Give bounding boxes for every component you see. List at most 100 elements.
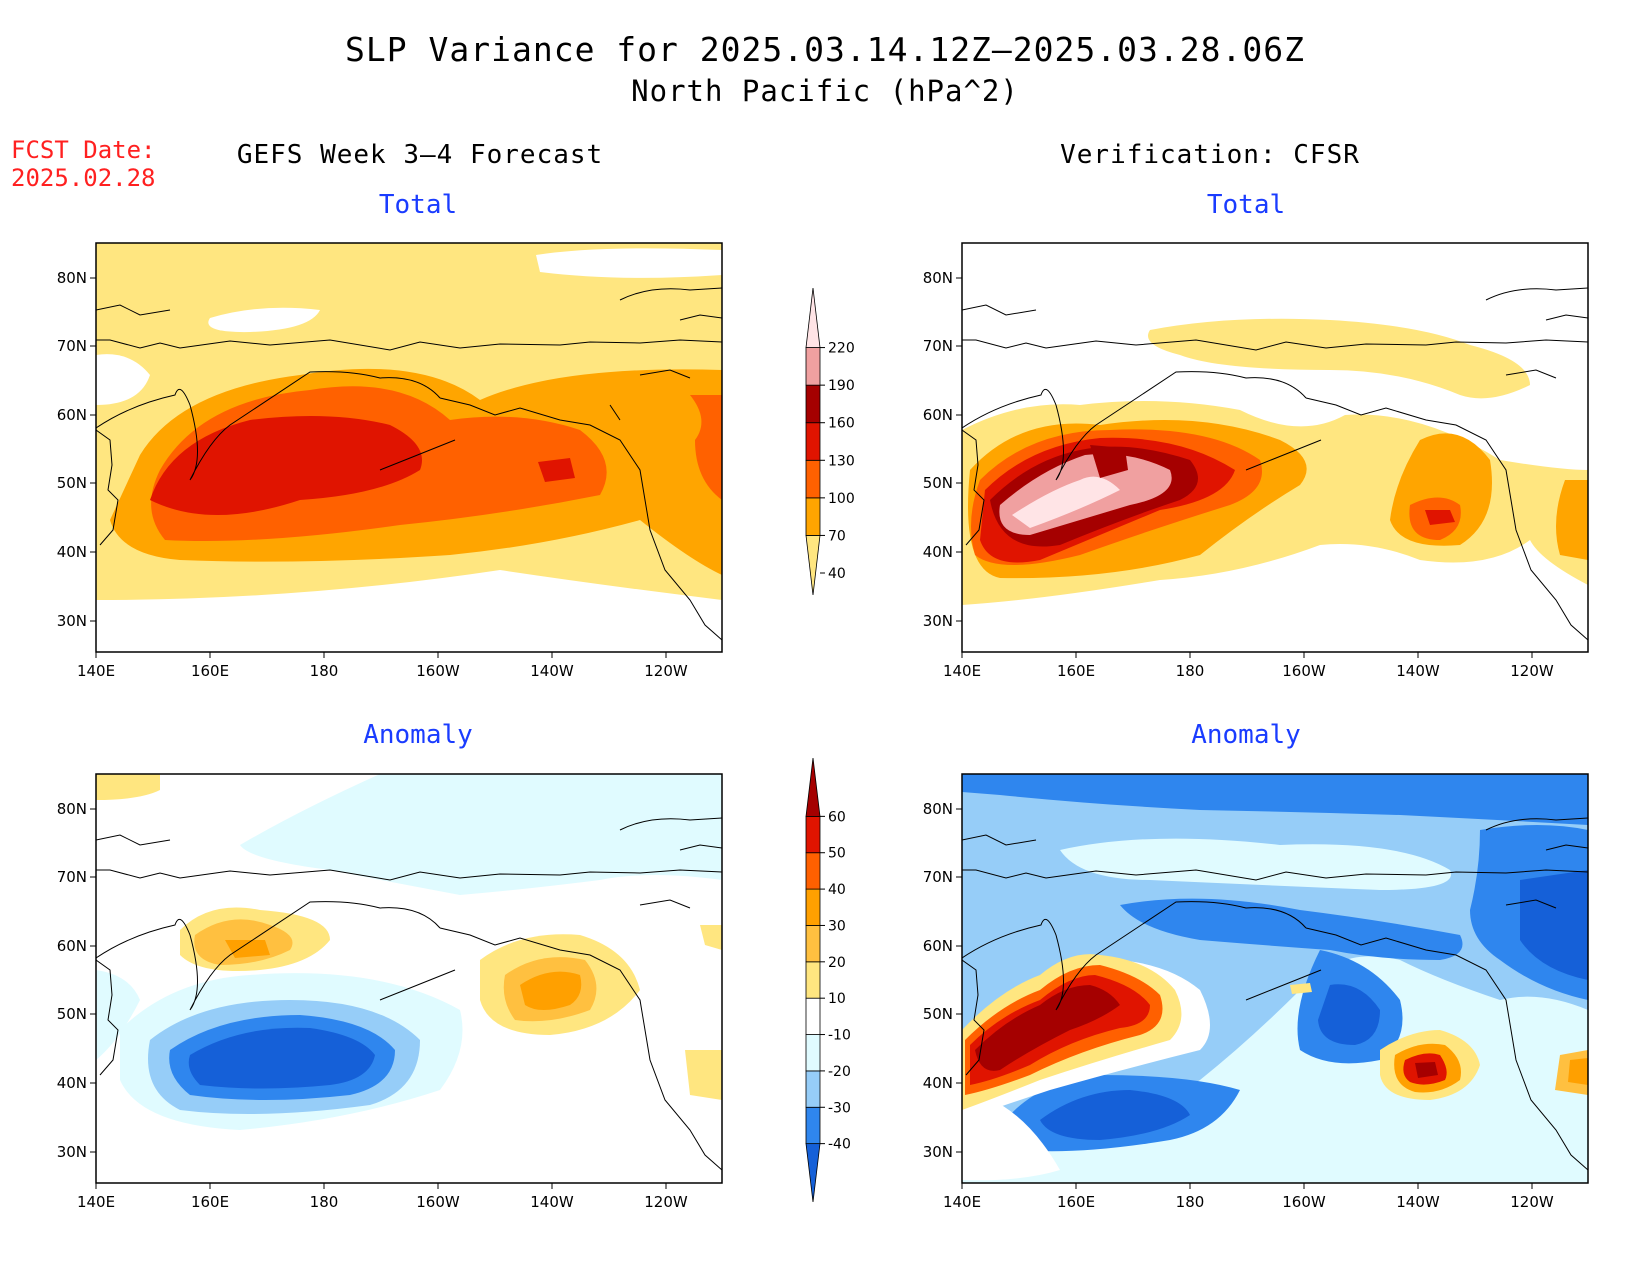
lat-tick-label: 40N: [923, 1074, 953, 1092]
colorbar-swatch: [805, 852, 821, 890]
panel-label-gefs-anomaly: Anomaly: [363, 720, 473, 750]
colorbar-label: 160: [828, 416, 855, 432]
lon-tick-label: 160E: [1057, 662, 1095, 680]
colorbar-swatch: [805, 815, 821, 854]
lat-tick-label: 50N: [923, 474, 953, 492]
lat-tick-label: 70N: [57, 868, 87, 886]
lon-tick-label: 120W: [644, 662, 688, 680]
lon-tick-label: 140E: [943, 1193, 981, 1211]
colorbar-swatch: [805, 961, 821, 999]
lat-tick-label: 50N: [923, 1005, 953, 1023]
colorbar-anomaly: -40 -30 -20 -10 10 20 30 40 50 60: [805, 757, 851, 1203]
column-title-left: GEFS Week 3–4 Forecast: [236, 140, 604, 170]
lon-tick-label: 180: [310, 1193, 339, 1211]
map-panel-cfsr-total: [962, 243, 1588, 652]
lat-tick-label: 30N: [923, 612, 953, 630]
lat-tick-label: 60N: [923, 406, 953, 424]
colorbar-swatch: [805, 925, 821, 963]
lat-tick-label: 70N: [57, 337, 87, 355]
lon-tick-label: 160W: [1282, 662, 1326, 680]
lon-tick-label: 160W: [1282, 1193, 1326, 1211]
axes-panel-cfsr-anomaly: 140E 160E 180 160W 140W 120W 80N 70N 60N 50N 40N 30…: [923, 800, 1554, 1211]
colorbar-label: 40: [828, 882, 846, 898]
lat-tick-label: 60N: [923, 937, 953, 955]
colorbar-label: -40: [828, 1137, 851, 1153]
colorbar-label: 190: [828, 378, 855, 394]
lat-tick-label: 40N: [923, 543, 953, 561]
colorbar-swatch: [805, 1034, 821, 1072]
figure-subtitle: North Pacific (hPa^2): [631, 74, 1019, 108]
lon-tick-label: 120W: [1510, 1193, 1554, 1211]
colorbar-label: 130: [828, 453, 855, 469]
lat-tick-label: 30N: [57, 1143, 87, 1161]
lon-tick-label: 140E: [77, 1193, 115, 1211]
lon-tick-label: 120W: [1510, 662, 1554, 680]
lat-tick-label: 60N: [57, 937, 87, 955]
lat-tick-label: 60N: [57, 406, 87, 424]
map-panel-gefs-total: [96, 243, 722, 652]
colorbar-swatch: [805, 347, 821, 386]
colorbar-label: 70: [828, 528, 846, 544]
colorbar-label: 10: [828, 991, 846, 1007]
lon-tick-label: 140W: [1396, 1193, 1440, 1211]
panel-label-cfsr-total: Total: [1206, 190, 1286, 220]
colorbar-label: 30: [828, 918, 846, 934]
lon-tick-label: 140W: [530, 662, 574, 680]
colorbar-label: 20: [828, 955, 846, 971]
colorbar-swatch: [805, 888, 821, 926]
lon-tick-label: 180: [310, 662, 339, 680]
lat-tick-label: 40N: [57, 543, 87, 561]
lat-tick-label: 80N: [923, 269, 953, 287]
panel-label-gefs-total: Total: [378, 190, 458, 220]
colorbar-swatch: [805, 1143, 821, 1203]
colorbar-swatch: [805, 1070, 821, 1108]
colorbar-swatch: [805, 422, 821, 461]
lat-tick-label: 30N: [57, 612, 87, 630]
colorbar-label: 60: [828, 809, 846, 825]
figure-title: SLP Variance for 2025.03.14.12Z–2025.03.…: [345, 30, 1305, 69]
map-panel-gefs-anomaly: [96, 774, 722, 1183]
colorbar-label: 220: [828, 341, 855, 357]
map-panel-cfsr-anomaly: [962, 774, 1588, 1183]
lat-tick-label: 70N: [923, 337, 953, 355]
lat-tick-label: 40N: [57, 1074, 87, 1092]
colorbar-label: -30: [828, 1100, 851, 1116]
lat-tick-label: 80N: [57, 800, 87, 818]
column-title-right: Verification: CFSR: [1060, 140, 1360, 170]
lon-tick-label: 160W: [416, 662, 460, 680]
lon-tick-label: 140W: [530, 1193, 574, 1211]
lon-tick-label: 140W: [1396, 662, 1440, 680]
axes-panel-gefs-total: 140E 160E 180 160W 140W 120W 80N 70N 60N 50N 40N 30…: [57, 269, 688, 680]
colorbar-swatch: [805, 757, 821, 817]
lat-tick-label: 50N: [57, 474, 87, 492]
colorbar-swatch: [805, 497, 821, 536]
lat-tick-label: 80N: [57, 269, 87, 287]
colorbar-label: 100: [828, 491, 855, 507]
lon-tick-label: 160W: [416, 1193, 460, 1211]
colorbar-total: 40 70 100 130 160 190 220: [805, 287, 855, 596]
lon-tick-label: 160E: [191, 662, 229, 680]
colorbar-swatch: [805, 287, 821, 348]
colorbar-label: 40: [828, 566, 846, 582]
forecast-date-value: 2025.02.28: [11, 164, 156, 192]
colorbar-label: -20: [828, 1064, 851, 1080]
colorbar-swatch: [805, 1106, 821, 1145]
forecast-date: FCST Date: 2025.02.28: [11, 136, 156, 192]
lon-tick-label: 180: [1176, 662, 1205, 680]
lat-tick-label: 30N: [923, 1143, 953, 1161]
axes-layer: 140E 160E 180 160W 140W 120W 80N 70N 60N 50N 40N 30…: [57, 269, 1554, 1211]
lon-tick-label: 140E: [943, 662, 981, 680]
lon-tick-label: 180: [1176, 1193, 1205, 1211]
colorbar-swatch: [805, 384, 821, 424]
lat-tick-label: 50N: [57, 1005, 87, 1023]
lon-tick-label: 140E: [77, 662, 115, 680]
colorbar-label: -10: [828, 1028, 851, 1044]
colorbar-label: 50: [828, 846, 846, 862]
lon-tick-label: 160E: [191, 1193, 229, 1211]
lat-tick-label: 80N: [923, 800, 953, 818]
colorbar-swatch: [805, 535, 821, 596]
lon-tick-label: 120W: [644, 1193, 688, 1211]
axes-panel-cfsr-total: 140E 160E 180 160W 140W 120W 80N 70N 60N 50N 40N 30…: [923, 269, 1554, 680]
panel-label-cfsr-anomaly: Anomaly: [1191, 720, 1301, 750]
